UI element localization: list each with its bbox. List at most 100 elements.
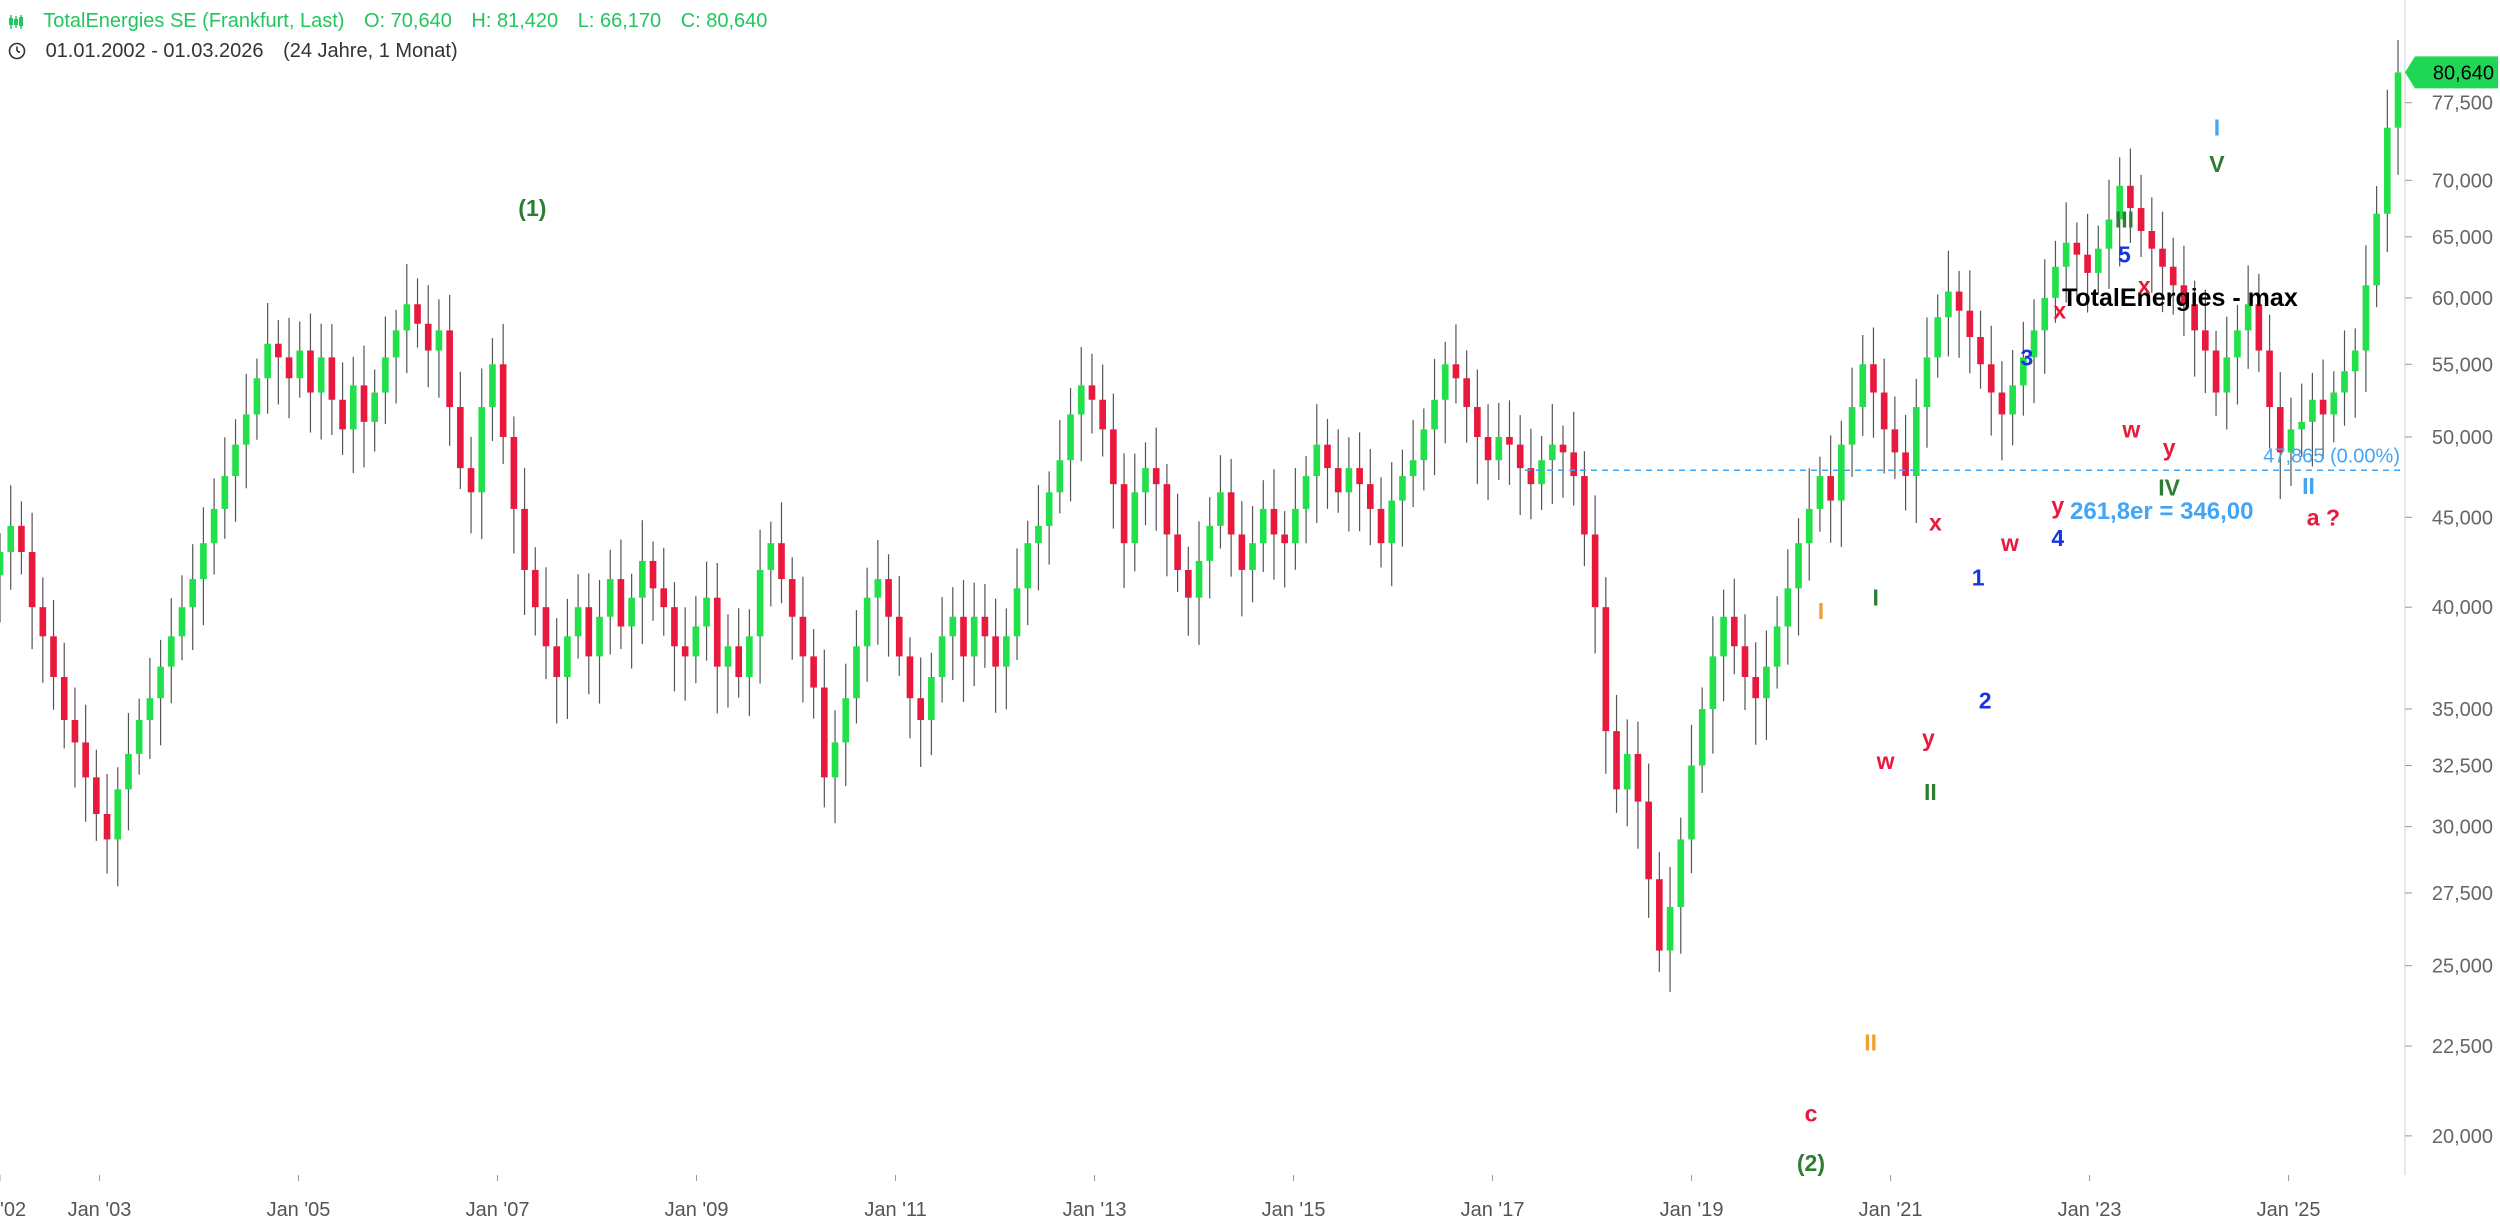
instrument-name[interactable]: TotalEnergies SE (Frankfurt, Last) [43, 10, 345, 32]
candle-up [1773, 626, 1781, 667]
y-tick-label: 40,000 [2432, 597, 2493, 619]
low-value: L: 66,170 [577, 10, 662, 32]
candle-up [2244, 304, 2252, 331]
candle-up [1848, 407, 1856, 445]
candle-down [285, 357, 293, 379]
candle-down [71, 720, 79, 743]
candle-down [2137, 208, 2145, 232]
candle-up [1142, 468, 1149, 493]
wave-label: x [2138, 272, 2151, 298]
candle-down [82, 742, 89, 778]
wave-label: y [1922, 725, 1935, 751]
candle-up [1538, 460, 1545, 485]
date-range[interactable]: 01.01.2002 - 01.03.2026 [45, 40, 264, 62]
candle-down [1730, 616, 1738, 647]
candle-up [1763, 666, 1770, 699]
y-tick-label: 45,000 [2432, 507, 2493, 529]
candle-up [938, 636, 946, 678]
candle-up [1013, 588, 1021, 637]
candle-up [1666, 906, 1674, 951]
candle-up [232, 444, 239, 477]
chart-header-quote: TotalEnergies SE (Frankfurt, Last) O: 70… [8, 10, 781, 36]
candle-down [1870, 364, 1877, 393]
candle-up [756, 569, 764, 637]
candle-up [949, 616, 957, 637]
candlestick-icon [8, 13, 24, 36]
candle-up [1720, 616, 1727, 657]
candle-up [125, 753, 132, 790]
candle-up [842, 698, 850, 743]
candle-up [221, 476, 229, 509]
candle-down [28, 552, 36, 608]
candle-up [703, 597, 710, 627]
candle-down [895, 616, 903, 657]
wave-label: y [2051, 493, 2064, 519]
candle-down [510, 436, 518, 509]
clock-icon [8, 42, 26, 66]
candle-up [1495, 436, 1503, 461]
wave-label: 1 [1972, 564, 1985, 590]
candle-up [1259, 508, 1267, 544]
candle-up [135, 720, 143, 754]
candle-down [50, 636, 57, 678]
candle-down [1741, 646, 1749, 678]
x-tick-label: Jan '23 [2058, 1199, 2122, 1221]
wave-label: 4 [2051, 525, 2064, 551]
candle-down [553, 646, 561, 678]
candle-up [1623, 753, 1631, 790]
y-tick-label: 70,000 [2432, 170, 2493, 192]
candle-down [660, 588, 668, 608]
candle-down [671, 607, 678, 647]
candle-down [339, 399, 346, 430]
candle-up [1945, 291, 1952, 318]
candle-down [1902, 452, 1909, 477]
wave-label: I [1818, 598, 1824, 624]
candle-down [2169, 266, 2177, 286]
candle-up [2052, 266, 2059, 298]
candle-down [1570, 452, 1578, 477]
candle-up [403, 304, 411, 331]
candle-down [1591, 534, 1599, 608]
candle-down [2212, 350, 2220, 393]
candle-up [1934, 317, 1942, 358]
candle-up [2287, 429, 2295, 453]
candle-up [2094, 248, 2102, 273]
candle-down [467, 468, 475, 493]
candle-up [2373, 213, 2380, 286]
candle-up [1206, 525, 1214, 561]
candle-up [1067, 414, 1074, 461]
candle-up [2062, 242, 2070, 267]
wave-label: w [1876, 748, 1895, 774]
candle-down [1752, 677, 1760, 699]
y-tick-label: 27,500 [2432, 883, 2493, 905]
candle-down [103, 813, 111, 840]
candle-down [1163, 484, 1171, 535]
candle-up [1002, 636, 1010, 667]
close-value: C: 80,640 [680, 10, 768, 32]
chart-title: TotalEnergies - max [2062, 284, 2298, 312]
candle-up [1217, 492, 1224, 526]
candle-up [349, 385, 357, 430]
candle-up [253, 378, 261, 415]
candle-down [917, 698, 924, 721]
candle-up [114, 789, 122, 840]
candle-up [1249, 543, 1256, 570]
candle-up [1688, 765, 1695, 840]
candle-up [724, 646, 732, 667]
y-tick-label: 65,000 [2432, 227, 2493, 249]
y-tick-label: 20,000 [2432, 1126, 2493, 1148]
candle-up [1131, 492, 1139, 544]
wave-label: III [2115, 206, 2134, 232]
candle-up [1698, 709, 1706, 766]
x-tick-label: Jan '17 [1461, 1199, 1525, 1221]
wave-label: (1) [518, 195, 546, 221]
candle-up [1431, 399, 1438, 430]
y-tick-label: 25,000 [2432, 956, 2493, 978]
y-tick-label: 55,000 [2432, 354, 2493, 376]
candle-up [1784, 588, 1792, 627]
candle-up [1923, 357, 1931, 408]
candle-down [328, 357, 336, 400]
candle-up [1548, 444, 1556, 461]
candle-down [1891, 429, 1899, 453]
